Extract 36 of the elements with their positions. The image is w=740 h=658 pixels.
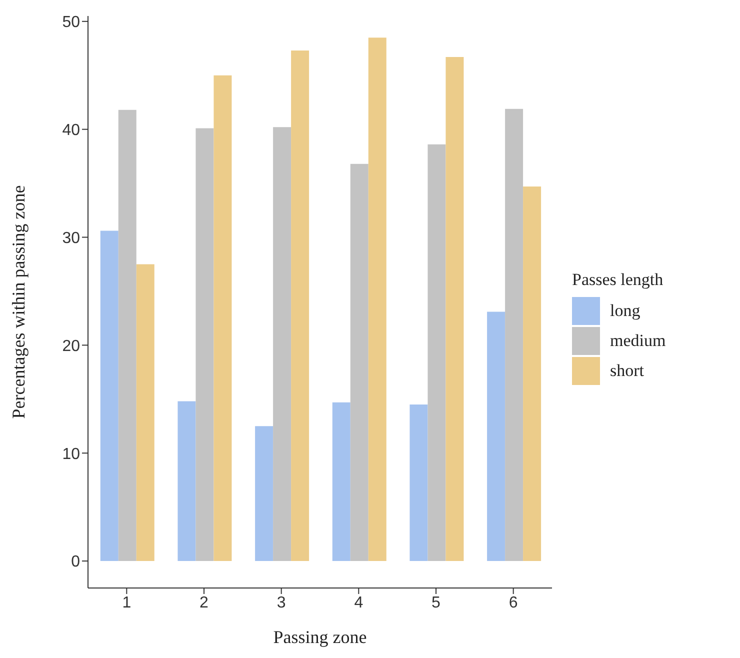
bar [100,230,118,562]
bar [118,110,136,562]
y-tick-label: 30 [62,230,80,247]
y-tick-label: 0 [71,554,80,571]
bar [505,108,524,562]
bar [214,75,232,562]
y-tick-label: 40 [62,122,80,139]
y-tick-label: 50 [62,14,80,32]
bar [410,404,428,562]
bar [178,401,196,562]
y-axis-title: Percentages within passing zone [8,185,28,419]
legend-label: medium [610,331,666,351]
bar [523,186,542,562]
bar [291,50,310,562]
x-tick-label: 6 [508,594,518,612]
bar [196,128,214,562]
y-tick-label: 10 [62,446,80,463]
x-tick-label: 4 [354,594,364,612]
x-tick-label: 3 [276,594,286,612]
legend-label: short [610,361,644,381]
bar [368,38,386,562]
y-tick-label: 20 [62,338,80,355]
bar [350,164,368,562]
x-tick-label: 5 [432,594,441,612]
bar [487,312,506,562]
x-axis-title: Passing zone [273,627,367,647]
bar [136,264,154,562]
bar [255,426,274,562]
bar [446,57,464,562]
x-tick-label: 2 [200,594,209,612]
bar [332,402,350,562]
legend-label: long [610,301,640,321]
legend-title: Passes length [572,270,664,290]
bar [273,127,292,562]
x-tick-label: 1 [122,594,132,612]
bar [428,144,446,562]
